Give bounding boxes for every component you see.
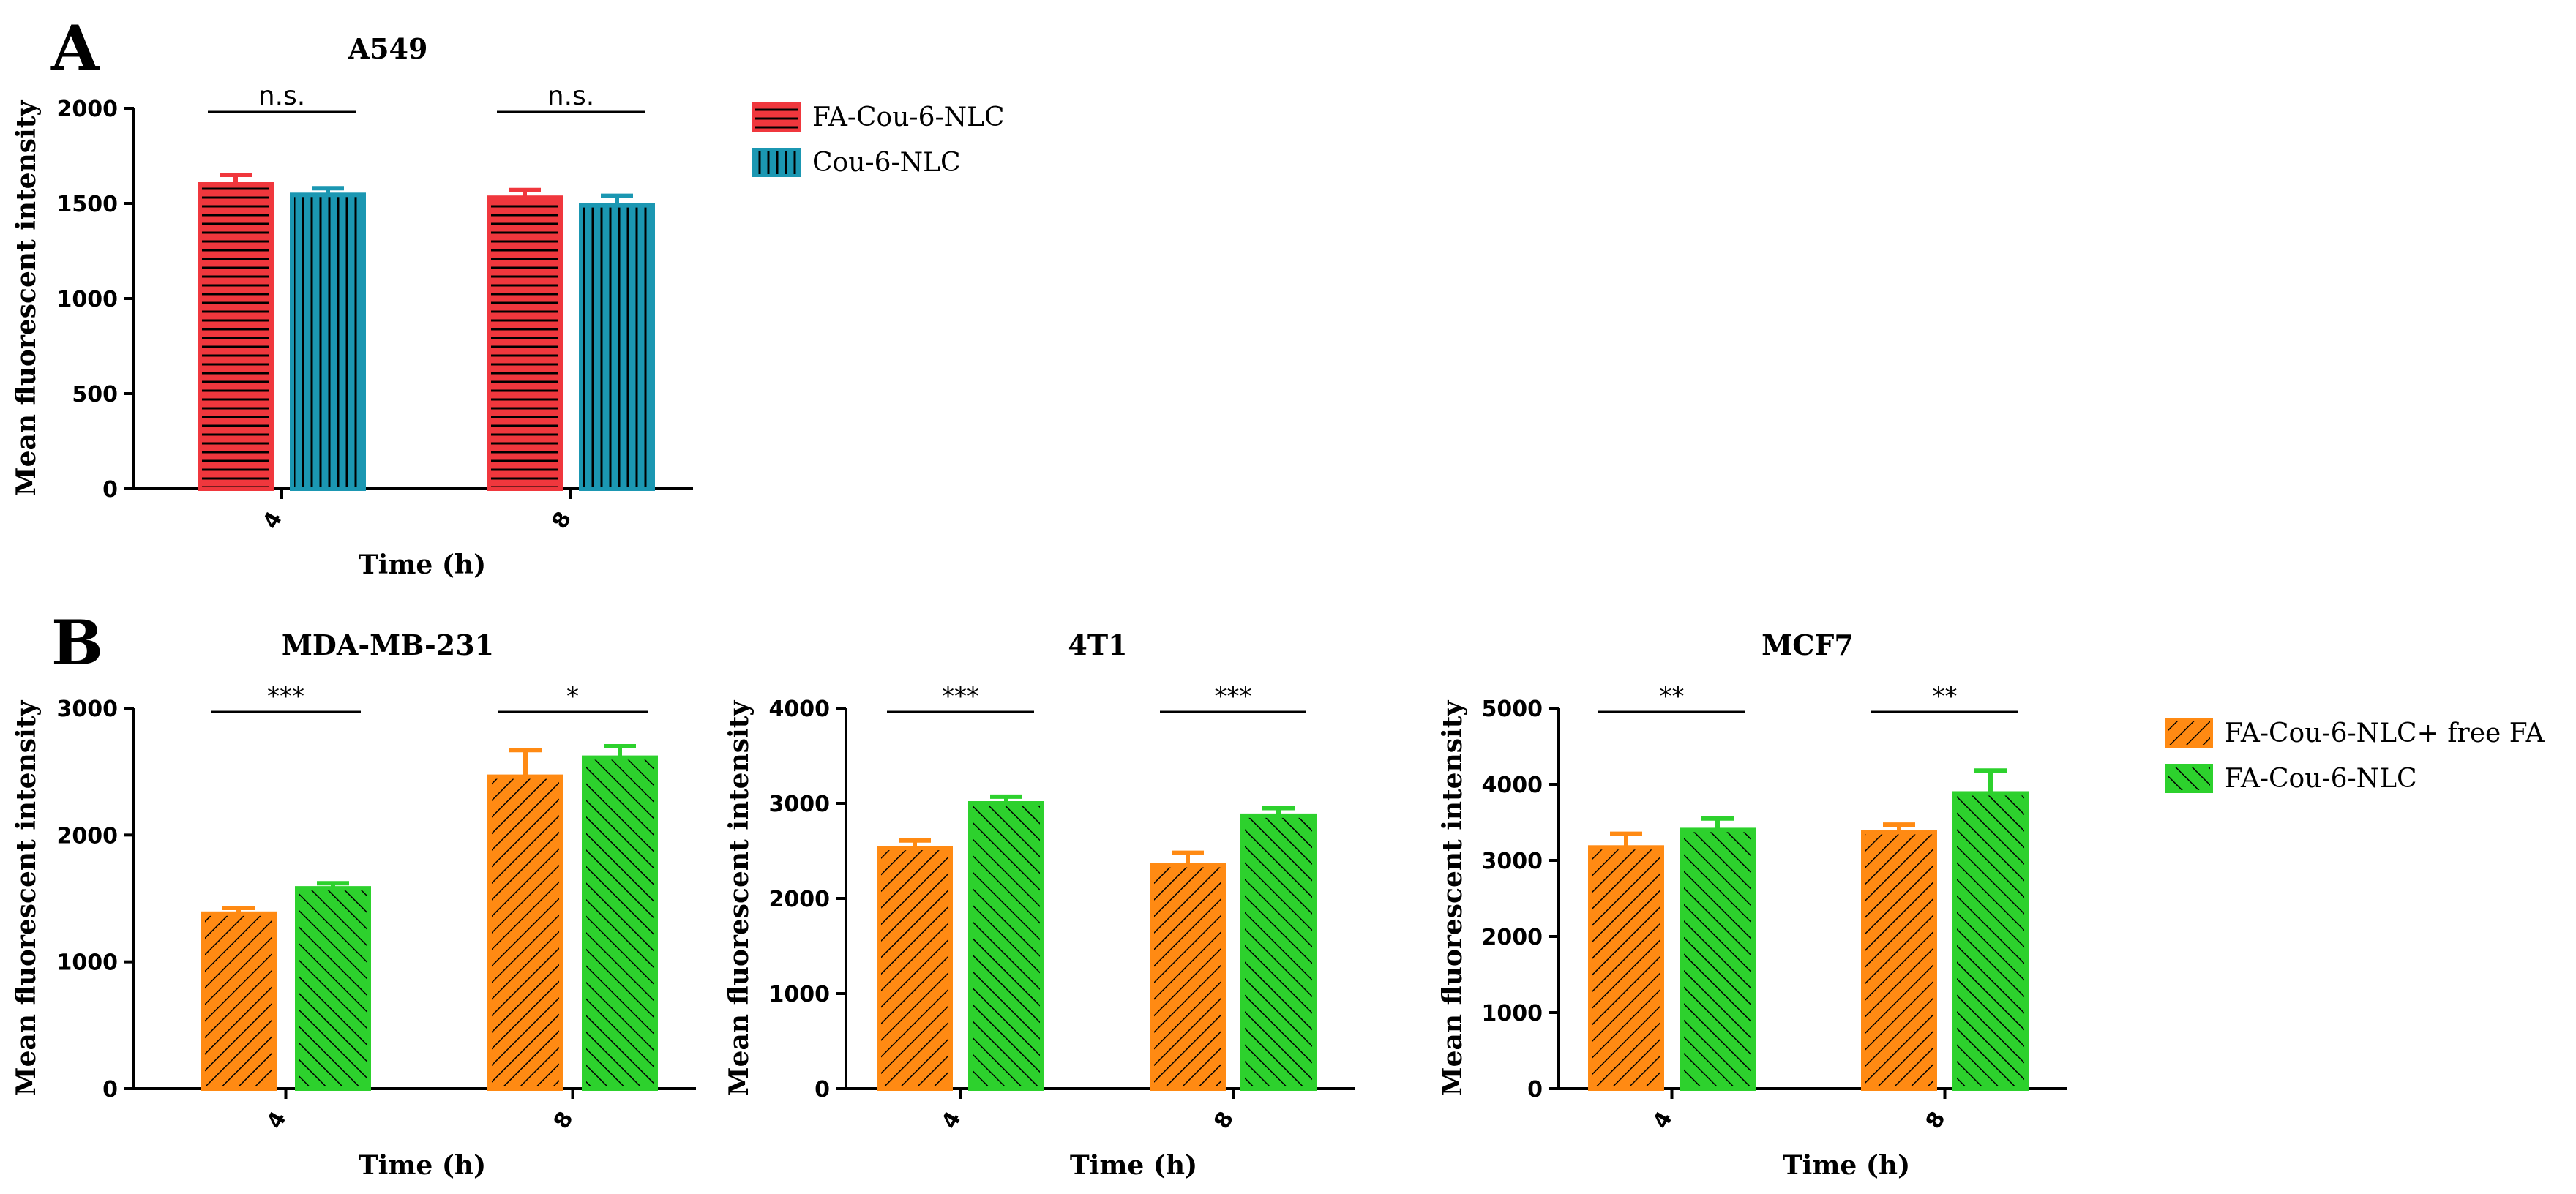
bar-cou-6-nlc-4	[290, 192, 366, 491]
chart-title: MCF7	[1761, 628, 1854, 661]
y-axis-label: Mean fluorescent intensity	[724, 700, 755, 1097]
legend-swatch	[2165, 718, 2213, 748]
x-axis-label: Time (h)	[359, 1150, 486, 1181]
x-tick-label: 4	[258, 507, 288, 533]
bar-fa-cou-6-nlc-4	[1680, 827, 1756, 1092]
legend: FA-Cou-6-NLC+ free FA FA-Cou-6-NLC	[2165, 718, 2545, 794]
significance-label: ***	[1215, 682, 1252, 711]
y-tick-label: 1000	[57, 287, 119, 312]
y-tick-label: 1000	[57, 950, 119, 976]
chart-title: A549	[348, 32, 428, 65]
bar-fa-cou-6-nlc-8	[1240, 813, 1317, 1092]
chart-mcf7: MCF7 0 1000 2000 3000 4000 5000 Mean fluorescen…	[1437, 628, 2545, 1181]
panel-letter-a: A	[50, 12, 100, 84]
x-tick-label: 4	[1648, 1107, 1678, 1133]
y-tick-label: 3000	[57, 696, 119, 722]
significance-label: ***	[942, 682, 979, 711]
y-tick-label: 1500	[57, 192, 119, 217]
bar-fa-cou-6-nlc-free-fa-8	[1861, 830, 1937, 1092]
significance-label: n.s.	[258, 81, 305, 111]
legend-swatch	[752, 148, 801, 177]
y-tick-label: 3000	[769, 792, 831, 817]
chart-title: MDA-MB-231	[282, 628, 494, 661]
bar-cou-6-nlc-8	[579, 203, 655, 491]
x-tick-label: 4	[937, 1107, 967, 1133]
y-axis-label: Mean fluorescent intensity	[11, 100, 42, 497]
chart-mda: MDA-MB-231 0 1000 2000 3000 Mean fluorescent …	[11, 628, 696, 1181]
y-tick-label: 2000	[57, 97, 119, 122]
y-axis-label: Mean fluorescent intensity	[1437, 700, 1468, 1097]
x-axis-label: Time (h)	[1070, 1150, 1197, 1181]
y-tick-label: 3000	[1482, 849, 1543, 874]
legend-label: Cou-6-NLC	[812, 148, 961, 178]
charts-group: A549 0 500 1000 1500 2000 Mean fluorescent int…	[11, 32, 2545, 1181]
significance-label: ***	[267, 682, 304, 711]
x-tick-label: 8	[547, 507, 577, 533]
bar-fa-cou-6-nlc-4	[198, 182, 274, 491]
significance-label: **	[1933, 682, 1958, 711]
x-axis-label: Time (h)	[1783, 1150, 1910, 1181]
y-tick-label: 0	[102, 477, 118, 503]
bar-fa-cou-6-nlc-8	[487, 195, 563, 491]
y-axis-label: Mean fluorescent intensity	[11, 700, 42, 1097]
y-tick-label: 500	[72, 382, 118, 408]
legend-swatch	[752, 102, 801, 132]
x-tick-label: 8	[1209, 1107, 1239, 1133]
bar-fa-cou-6-nlc-free-fa-4	[1588, 845, 1664, 1091]
panel-letter-b: B	[51, 607, 103, 679]
x-tick-label: 4	[262, 1107, 292, 1133]
bar-fa-cou-6-nlc-8	[1952, 791, 2029, 1091]
bar-fa-cou-6-nlc-free-fa-8	[1150, 863, 1226, 1091]
y-tick-label: 4000	[769, 696, 831, 722]
y-tick-label: 0	[1527, 1077, 1543, 1103]
chart-title: 4T1	[1068, 628, 1127, 661]
legend: FA-Cou-6-NLC Cou-6-NLC	[752, 102, 1005, 178]
y-tick-label: 2000	[1482, 925, 1543, 950]
bar-fa-cou-6-nlc-4	[295, 886, 371, 1091]
bar-fa-cou-6-nlc-4	[968, 801, 1044, 1091]
y-tick-label: 5000	[1482, 696, 1543, 722]
legend-swatch	[2165, 764, 2213, 793]
legend-label: FA-Cou-6-NLC+ free FA	[2225, 718, 2545, 748]
chart-4t1: 4T1 0 1000 2000 3000 4000 Mean fluorescent int…	[724, 628, 1355, 1181]
y-tick-label: 1000	[769, 982, 831, 1007]
bar-fa-cou-6-nlc-free-fa-8	[487, 774, 564, 1091]
significance-label: n.s.	[547, 81, 594, 111]
y-tick-label: 1000	[1482, 1001, 1543, 1026]
x-tick-label: 8	[1921, 1107, 1951, 1133]
significance-label: **	[1660, 682, 1685, 711]
bar-fa-cou-6-nlc-free-fa-4	[877, 846, 953, 1091]
y-tick-label: 2000	[57, 823, 119, 849]
y-tick-label: 4000	[1482, 773, 1543, 798]
legend-label: FA-Cou-6-NLC	[2225, 764, 2417, 794]
y-tick-label: 0	[815, 1077, 830, 1103]
x-axis-label: Time (h)	[359, 549, 486, 580]
chart-a549: A549 0 500 1000 1500 2000 Mean fluorescent int…	[11, 32, 1005, 580]
y-tick-label: 0	[102, 1077, 118, 1103]
legend-label: FA-Cou-6-NLC	[812, 102, 1005, 132]
significance-label: *	[566, 682, 579, 711]
bar-fa-cou-6-nlc-free-fa-4	[201, 911, 277, 1092]
bar-fa-cou-6-nlc-8	[582, 755, 658, 1091]
y-tick-label: 2000	[769, 887, 831, 912]
x-tick-label: 8	[549, 1107, 579, 1133]
